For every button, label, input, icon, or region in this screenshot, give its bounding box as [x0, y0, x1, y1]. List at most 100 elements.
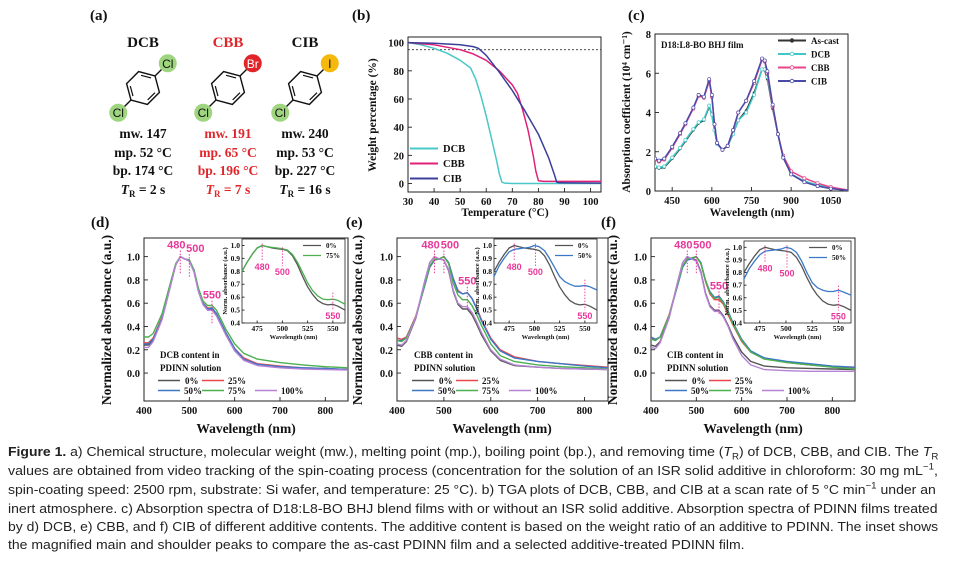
data-point — [731, 128, 735, 133]
molecular-weight: mw. 240 — [281, 126, 329, 141]
caption-text: a) Chemical structure, molecular weight … — [66, 444, 724, 459]
x-tick-label: 60 — [481, 197, 492, 208]
x-tick-label: 600 — [227, 406, 243, 417]
tr-value: = 2 s — [135, 182, 165, 197]
atom-label-bottom: Cl — [113, 106, 124, 120]
series-line-cib — [408, 41, 601, 184]
data-point — [707, 77, 712, 82]
chart-panel-b: 30 40 50 60 70 80 90 100 0 20 40 60 80 100 Temperature… — [367, 36, 602, 219]
y-tick-label: 0.4 — [634, 322, 648, 333]
data-point — [709, 92, 714, 97]
inset-y-axis-title: Norm. absorbance (a.u.) — [222, 247, 229, 314]
inset-peak-label: 480 — [255, 262, 270, 272]
data-point — [725, 143, 730, 148]
data-point — [752, 79, 757, 84]
tr-subscript: R — [129, 189, 136, 199]
x-tick-label: 90 — [559, 197, 570, 208]
chart-panel-c: 450 600 750 900 1050 0 2 4 6 8 Wavelength (nm) Abso… — [621, 30, 849, 219]
y-tick-label: 0.0 — [127, 369, 140, 380]
series-line-dcb — [408, 41, 601, 185]
x-axis-title: Wavelength (nm) — [196, 421, 295, 436]
x-tick-label: 1050 — [820, 196, 841, 207]
caption-symbol: T — [922, 444, 932, 459]
removing-time: TR = 7 s — [206, 182, 251, 199]
legend-title: DCB content in — [160, 350, 220, 360]
x-tick-label: 525 — [554, 324, 566, 333]
legend-title: CBB content in — [414, 350, 473, 360]
y-tick-label: 0.4 — [380, 322, 394, 333]
y-tick-label: 0.4 — [127, 322, 141, 333]
data-point — [691, 105, 696, 110]
series-layer — [655, 56, 848, 191]
y-tick-label: 40 — [394, 123, 405, 134]
data-point — [657, 158, 661, 163]
legend-label: 25% — [228, 376, 246, 386]
y-tick-label: 0.6 — [733, 293, 743, 302]
x-tick-label: 500 — [181, 406, 197, 417]
boiling-point: bp. 227 °C — [275, 163, 336, 178]
x-tick-label: 700 — [779, 406, 795, 417]
plot-frame — [407, 36, 602, 193]
data-point — [715, 140, 720, 145]
double-bond — [140, 74, 152, 79]
data-point — [701, 94, 706, 99]
data-point — [765, 69, 770, 74]
legend-marker — [789, 51, 795, 57]
inset-legend-label: 0% — [578, 242, 589, 250]
inset-peak-label: 500 — [275, 267, 290, 277]
tr-subscript: R — [214, 189, 221, 199]
y-tick-label: 60 — [394, 95, 405, 106]
y-tick-label: 0.4 — [733, 319, 743, 328]
y-tick-label: 0.5 — [733, 306, 743, 315]
y-axis-title: Normalized absorbance (a.u.) — [99, 235, 114, 405]
x-tick-label: 800 — [824, 406, 840, 417]
tr-symbol: T — [121, 182, 130, 197]
x-axis-title: Wavelength (nm) — [452, 421, 551, 436]
caption-line-4: inert atmosphere. c) Absorption spectra … — [8, 501, 938, 516]
legend-label: 0% — [185, 376, 199, 386]
data-point — [770, 102, 775, 107]
double-bond — [147, 92, 156, 101]
data-point — [712, 122, 717, 127]
peak-label: 550 — [203, 290, 221, 302]
peak-label: 550 — [710, 280, 728, 292]
data-point — [707, 103, 712, 108]
data-point — [683, 138, 688, 142]
caption-figure-number: Figure 1. — [8, 444, 67, 459]
inset-chart-e: 475 500 525 550 0.4 0.5 0.6 0.7 0.8 0.9 1.0 480 500 5… — [474, 238, 598, 341]
legend-label: 75% — [228, 386, 246, 396]
inset-x-axis-title: Wavelength (nm) — [522, 334, 570, 341]
double-bond — [302, 74, 314, 79]
legend-label: 50% — [184, 386, 202, 396]
melting-point: mp. 65 °C — [199, 145, 257, 160]
inset-x-axis-title: Wavelength (nm) — [270, 334, 318, 341]
inset-x-axis-title: Wavelength (nm) — [774, 334, 822, 341]
legend-label: CIB — [443, 174, 462, 185]
atom-label-bottom: Cl — [198, 106, 209, 120]
y-tick-label: 0.7 — [733, 281, 743, 290]
inset-series-line-0 — [494, 244, 597, 311]
data-point — [683, 121, 688, 126]
boiling-point: bp. 174 °C — [113, 163, 174, 178]
panel-label-d: (d) — [91, 215, 109, 231]
y-tick-label: 0.5 — [483, 306, 493, 315]
y-tick-label: 0.8 — [127, 276, 140, 287]
x-tick-label: 700 — [530, 406, 546, 417]
y-tick-label: 0.4 — [231, 319, 241, 328]
x-axis-title: Temperature (°C) — [461, 207, 548, 219]
inset-legend-label: 50% — [832, 254, 846, 262]
atom-circle-bottom — [109, 103, 128, 122]
caption-line-3: spin-coating speed: 2500 rpm, substrate:… — [8, 481, 936, 497]
legend-label: 100% — [535, 386, 558, 396]
data-point — [760, 56, 765, 61]
atom-label-top: Br — [247, 57, 259, 71]
inset-legend-label: 75% — [326, 252, 340, 260]
y-axis-title: Normalized absorbance (a.u.) — [350, 235, 365, 405]
legend-label: CBB — [811, 63, 830, 73]
data-point — [815, 184, 820, 189]
y-axis-title: Absorption coefficient (10⁴ cm⁻¹) — [621, 31, 633, 193]
legend-label: 75% — [735, 386, 753, 396]
y-tick-label: 0.8 — [483, 267, 493, 276]
molecular-weight: mw. 147 — [119, 126, 167, 141]
y-tick-label: 0 — [399, 180, 404, 191]
